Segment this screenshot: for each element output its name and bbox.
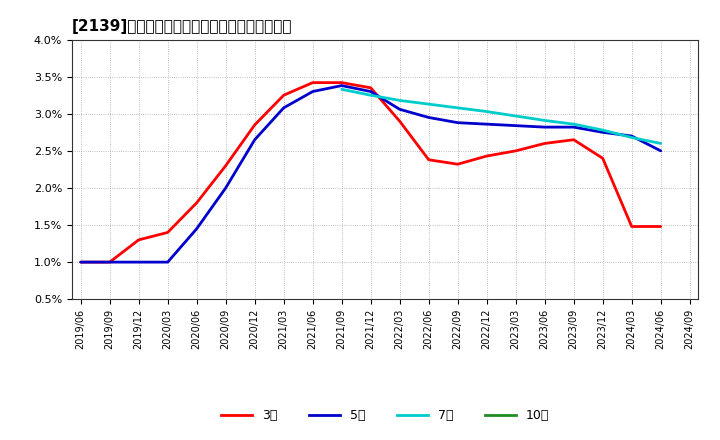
3年 [511,148,520,154]
5年 [76,260,85,265]
7年 [511,114,520,119]
5年 [511,123,520,128]
5年 [454,120,462,125]
7年 [395,98,404,103]
7年 [627,135,636,140]
Text: [2139]　当期純利益マージンの標準偏差の推移: [2139] 当期純利益マージンの標準偏差の推移 [72,19,292,34]
7年 [366,92,375,98]
5年 [105,260,114,265]
3年 [76,260,85,265]
5年 [192,226,201,231]
5年 [338,83,346,88]
3年 [541,141,549,146]
3年 [366,85,375,91]
7年 [657,141,665,146]
5年 [279,105,288,110]
7年 [424,102,433,107]
5年 [135,260,143,265]
3年 [657,224,665,229]
3年 [627,224,636,229]
3年 [570,137,578,143]
5年 [308,89,317,94]
7年 [541,118,549,123]
Line: 7年: 7年 [342,89,661,143]
3年 [105,260,114,265]
3年 [135,237,143,242]
3年 [308,80,317,85]
3年 [192,200,201,205]
3年 [251,122,259,128]
7年 [482,109,491,114]
7年 [454,105,462,110]
Legend: 3年, 5年, 7年, 10年: 3年, 5年, 7年, 10年 [216,404,554,427]
5年 [251,137,259,143]
7年 [570,121,578,127]
5年 [570,125,578,130]
7年 [338,87,346,92]
5年 [541,125,549,130]
5年 [395,106,404,112]
3年 [424,157,433,162]
5年 [482,121,491,127]
5年 [657,148,665,154]
3年 [395,118,404,124]
Line: 5年: 5年 [81,86,661,262]
3年 [454,161,462,167]
5年 [163,260,172,265]
3年 [279,92,288,98]
Line: 3年: 3年 [81,83,661,262]
5年 [424,115,433,120]
7年 [598,128,607,133]
3年 [338,80,346,85]
3年 [598,156,607,161]
3年 [482,154,491,159]
5年 [366,89,375,94]
3年 [163,230,172,235]
5年 [598,130,607,135]
5年 [221,185,230,191]
5年 [627,133,636,139]
3年 [221,163,230,169]
